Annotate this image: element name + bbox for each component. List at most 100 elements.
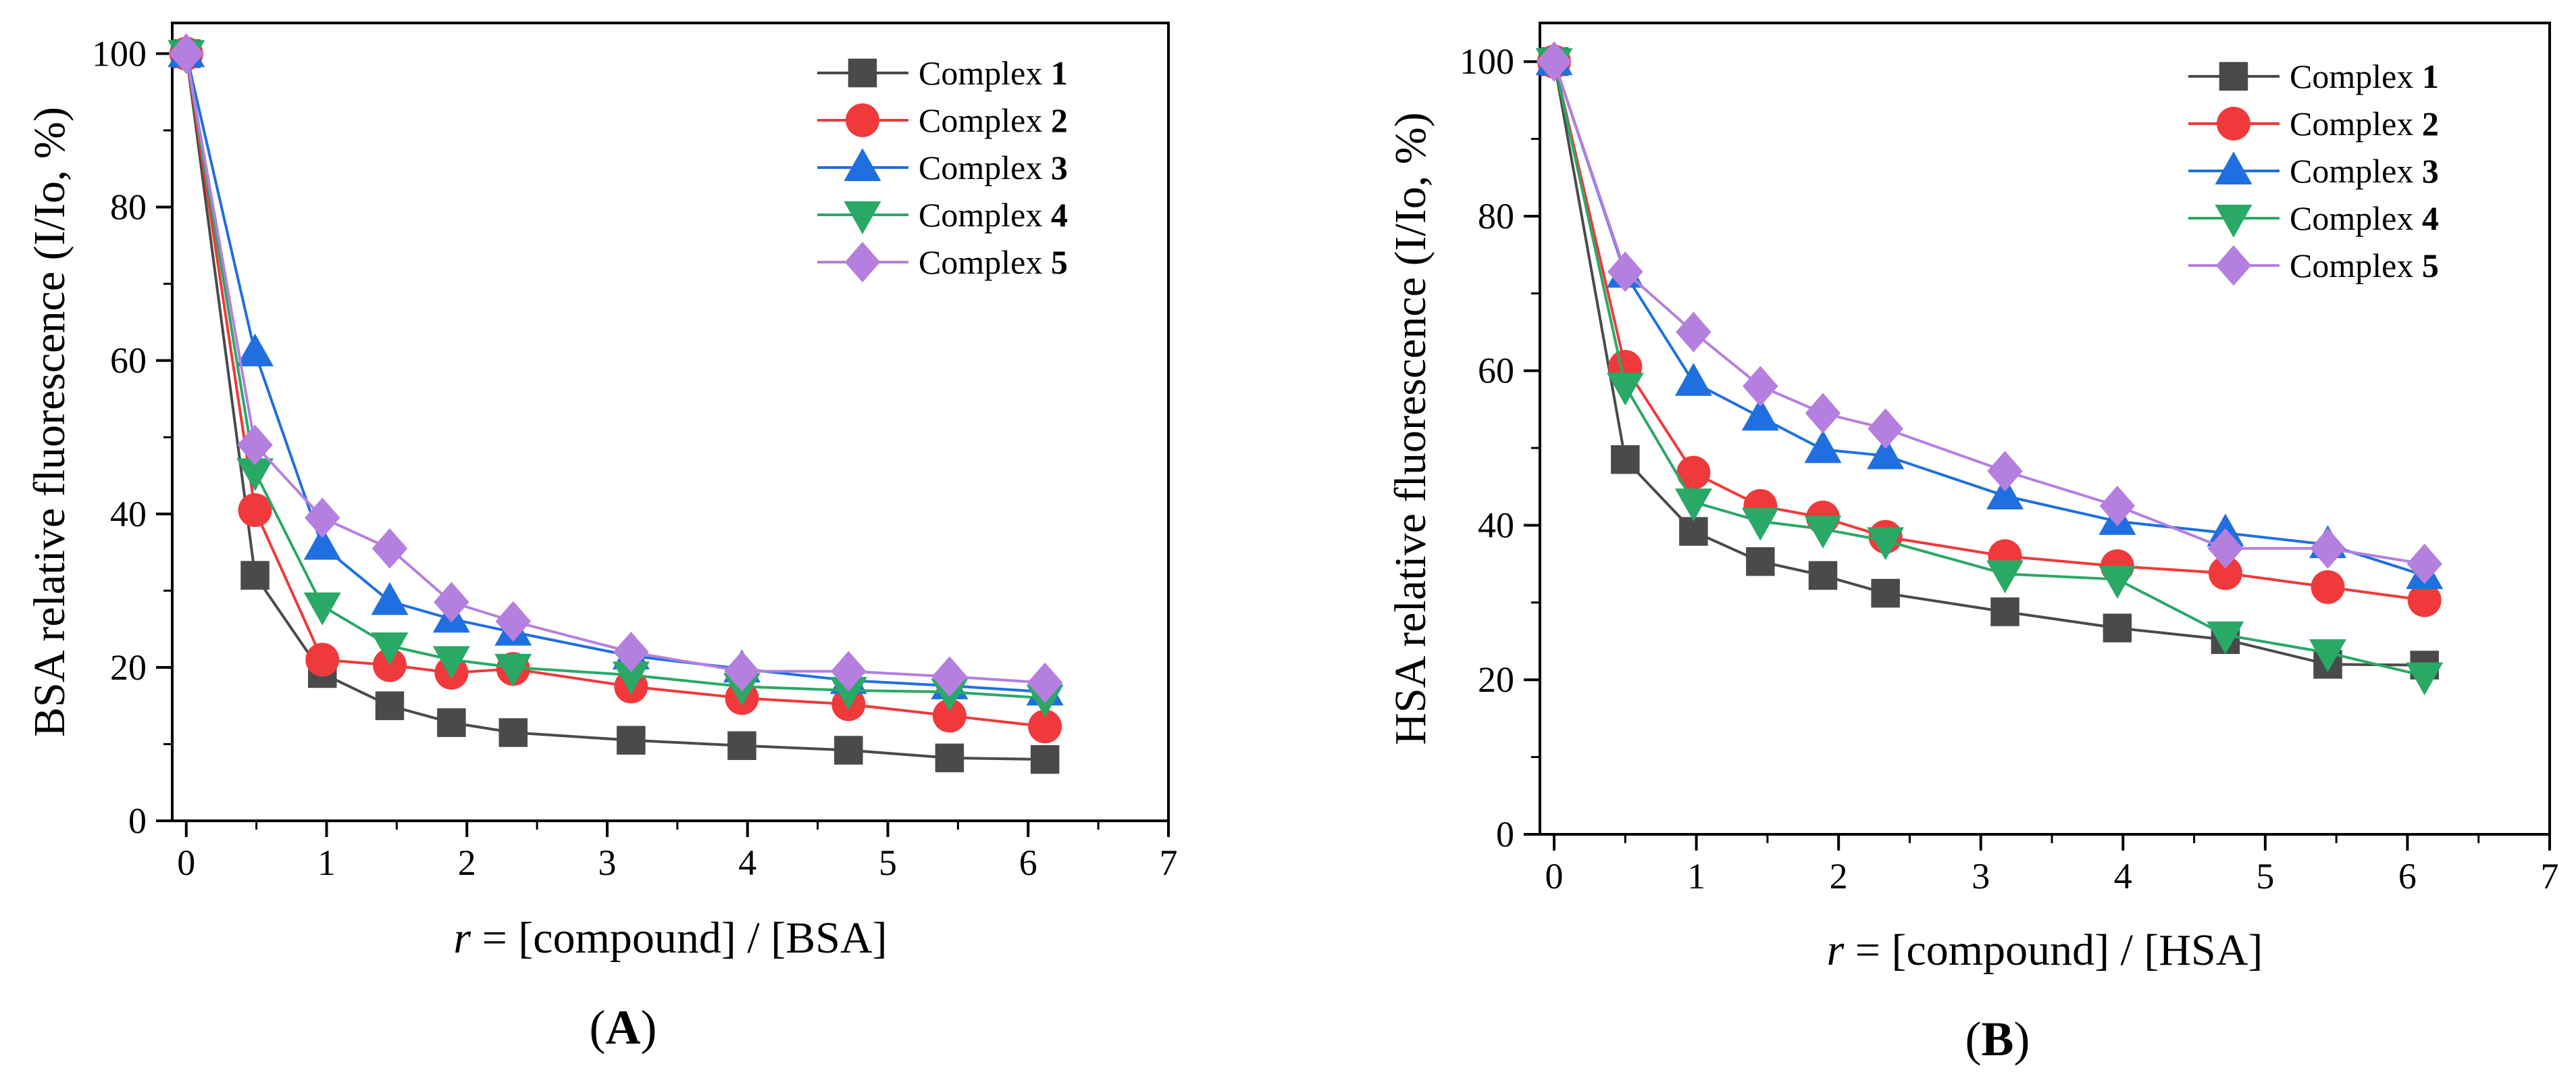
data-point-complex-1 [437,708,466,737]
data-point-complex-1 [240,561,269,590]
data-point-complex-5 [434,582,469,623]
legend-entry: Complex 5 [919,243,1068,281]
data-point-complex-3 [1867,436,1905,470]
data-point-complex-2 [1676,455,1711,490]
x-tick-label: 0 [177,842,195,883]
data-point-complex-2 [238,493,272,528]
data-point-complex-1 [935,743,964,773]
data-point-complex-5 [1743,365,1778,407]
data-point-complex-4 [2309,639,2347,672]
legend-entry: Complex 3 [919,149,1068,186]
x-tick-label: 3 [598,842,617,883]
data-point-complex-3 [303,526,341,560]
data-point-complex-4 [1741,507,1779,541]
data-point-complex-5 [1536,41,1572,82]
data-point-complex-5 [2207,528,2244,569]
data-point-complex-5 [168,33,205,74]
legend-marker [844,148,881,181]
y-tick-label: 40 [1478,505,1514,545]
data-point-complex-5 [613,632,649,673]
data-point-complex-4 [1804,515,1842,549]
data-point-complex-4 [1674,488,1712,522]
data-point-complex-5 [1987,451,2023,492]
data-point-complex-1 [2103,613,2132,642]
data-point-complex-4 [829,676,867,710]
legend-marker [2215,151,2252,184]
data-point-complex-5 [2406,543,2442,584]
panel-caption: (A) [590,1001,657,1055]
x-axis-label: r = [compound] / [BSA] [453,913,887,963]
data-point-complex-2 [2407,583,2442,617]
legend-entry: Complex 5 [2290,247,2439,284]
legend-marker [844,242,881,282]
legend-entry: Complex 3 [2290,152,2439,190]
data-point-complex-3 [371,582,409,615]
legend-marker [2215,245,2252,286]
data-point-complex-5 [371,528,408,569]
legend-marker [846,103,879,137]
data-point-complex-4 [371,632,409,665]
legend-marker [2219,61,2248,91]
y-axis-label: HSA relative fluorescence (I/Io, %) [1386,112,1435,744]
x-tick-label: 2 [458,842,476,883]
data-point-complex-5 [237,424,273,465]
data-point-complex-1 [727,731,756,760]
data-point-complex-4 [303,592,341,626]
x-tick-label: 4 [2114,856,2132,896]
data-point-complex-2 [2208,556,2242,590]
data-point-complex-4 [1606,372,1644,406]
data-point-complex-3 [1741,397,1779,431]
chart-panel-B: 0 1 2 3 4 5 6 7 0 20 40 60 80 100 r = [compound] / [HS… [1386,22,2559,1066]
legend-marker [848,58,877,88]
data-point-complex-2 [932,699,967,733]
data-point-complex-1 [1030,744,1060,774]
x-tick-label: 5 [2256,856,2274,896]
series-line-complex-5 [184,53,1046,684]
data-point-complex-5 [1027,662,1063,703]
chart-panel-A: 0 1 2 3 4 5 6 7 0 20 40 60 80 100 r = [compound] / [BS… [25,22,1178,1055]
data-point-complex-4 [2098,565,2136,599]
x-tick-label: 6 [1019,842,1037,883]
data-point-complex-1 [1746,547,1775,576]
x-tick-label: 5 [879,842,897,883]
legend-marker [2217,107,2250,141]
data-point-complex-3 [1986,476,2024,510]
data-point-complex-4 [236,458,274,492]
x-tick-label: 7 [2541,856,2559,896]
y-tick-label: 80 [110,187,147,228]
x-tick-label: 6 [2398,856,2417,896]
data-point-complex-4 [494,653,532,687]
data-point-complex-5 [724,651,760,692]
legend-entry: Complex 1 [919,54,1068,92]
legend-marker [2215,205,2252,238]
data-point-complex-1 [1679,517,1708,546]
data-point-complex-5 [1607,251,1643,293]
data-point-complex-5 [1867,408,1903,449]
legend-marker [844,201,881,234]
data-point-complex-5 [1676,311,1711,353]
data-point-complex-2 [2311,570,2345,604]
data-point-complex-4 [1867,527,1905,561]
data-point-complex-2 [1028,709,1062,744]
data-point-complex-5 [831,651,867,692]
y-tick-label: 40 [110,494,147,534]
data-point-complex-1 [375,691,405,720]
data-point-complex-2 [305,642,340,677]
legend-entry: Complex 4 [2290,199,2439,237]
data-point-complex-5 [1805,393,1841,434]
data-point-complex-3 [236,333,274,367]
data-point-complex-5 [495,601,532,642]
x-tick-label: 4 [738,842,756,883]
y-tick-label: 80 [1478,196,1514,236]
data-point-complex-1 [1611,445,1640,474]
x-tick-label: 1 [317,842,336,883]
y-tick-label: 60 [110,340,147,381]
series-line-complex-2 [184,53,1046,728]
y-tick-label: 0 [1496,814,1514,855]
y-tick-label: 60 [1478,351,1514,391]
legend-entry: Complex 4 [919,196,1068,234]
legend-entry: Complex 1 [2290,57,2439,95]
data-point-complex-5 [2099,485,2136,526]
data-point-complex-5 [2310,528,2346,569]
